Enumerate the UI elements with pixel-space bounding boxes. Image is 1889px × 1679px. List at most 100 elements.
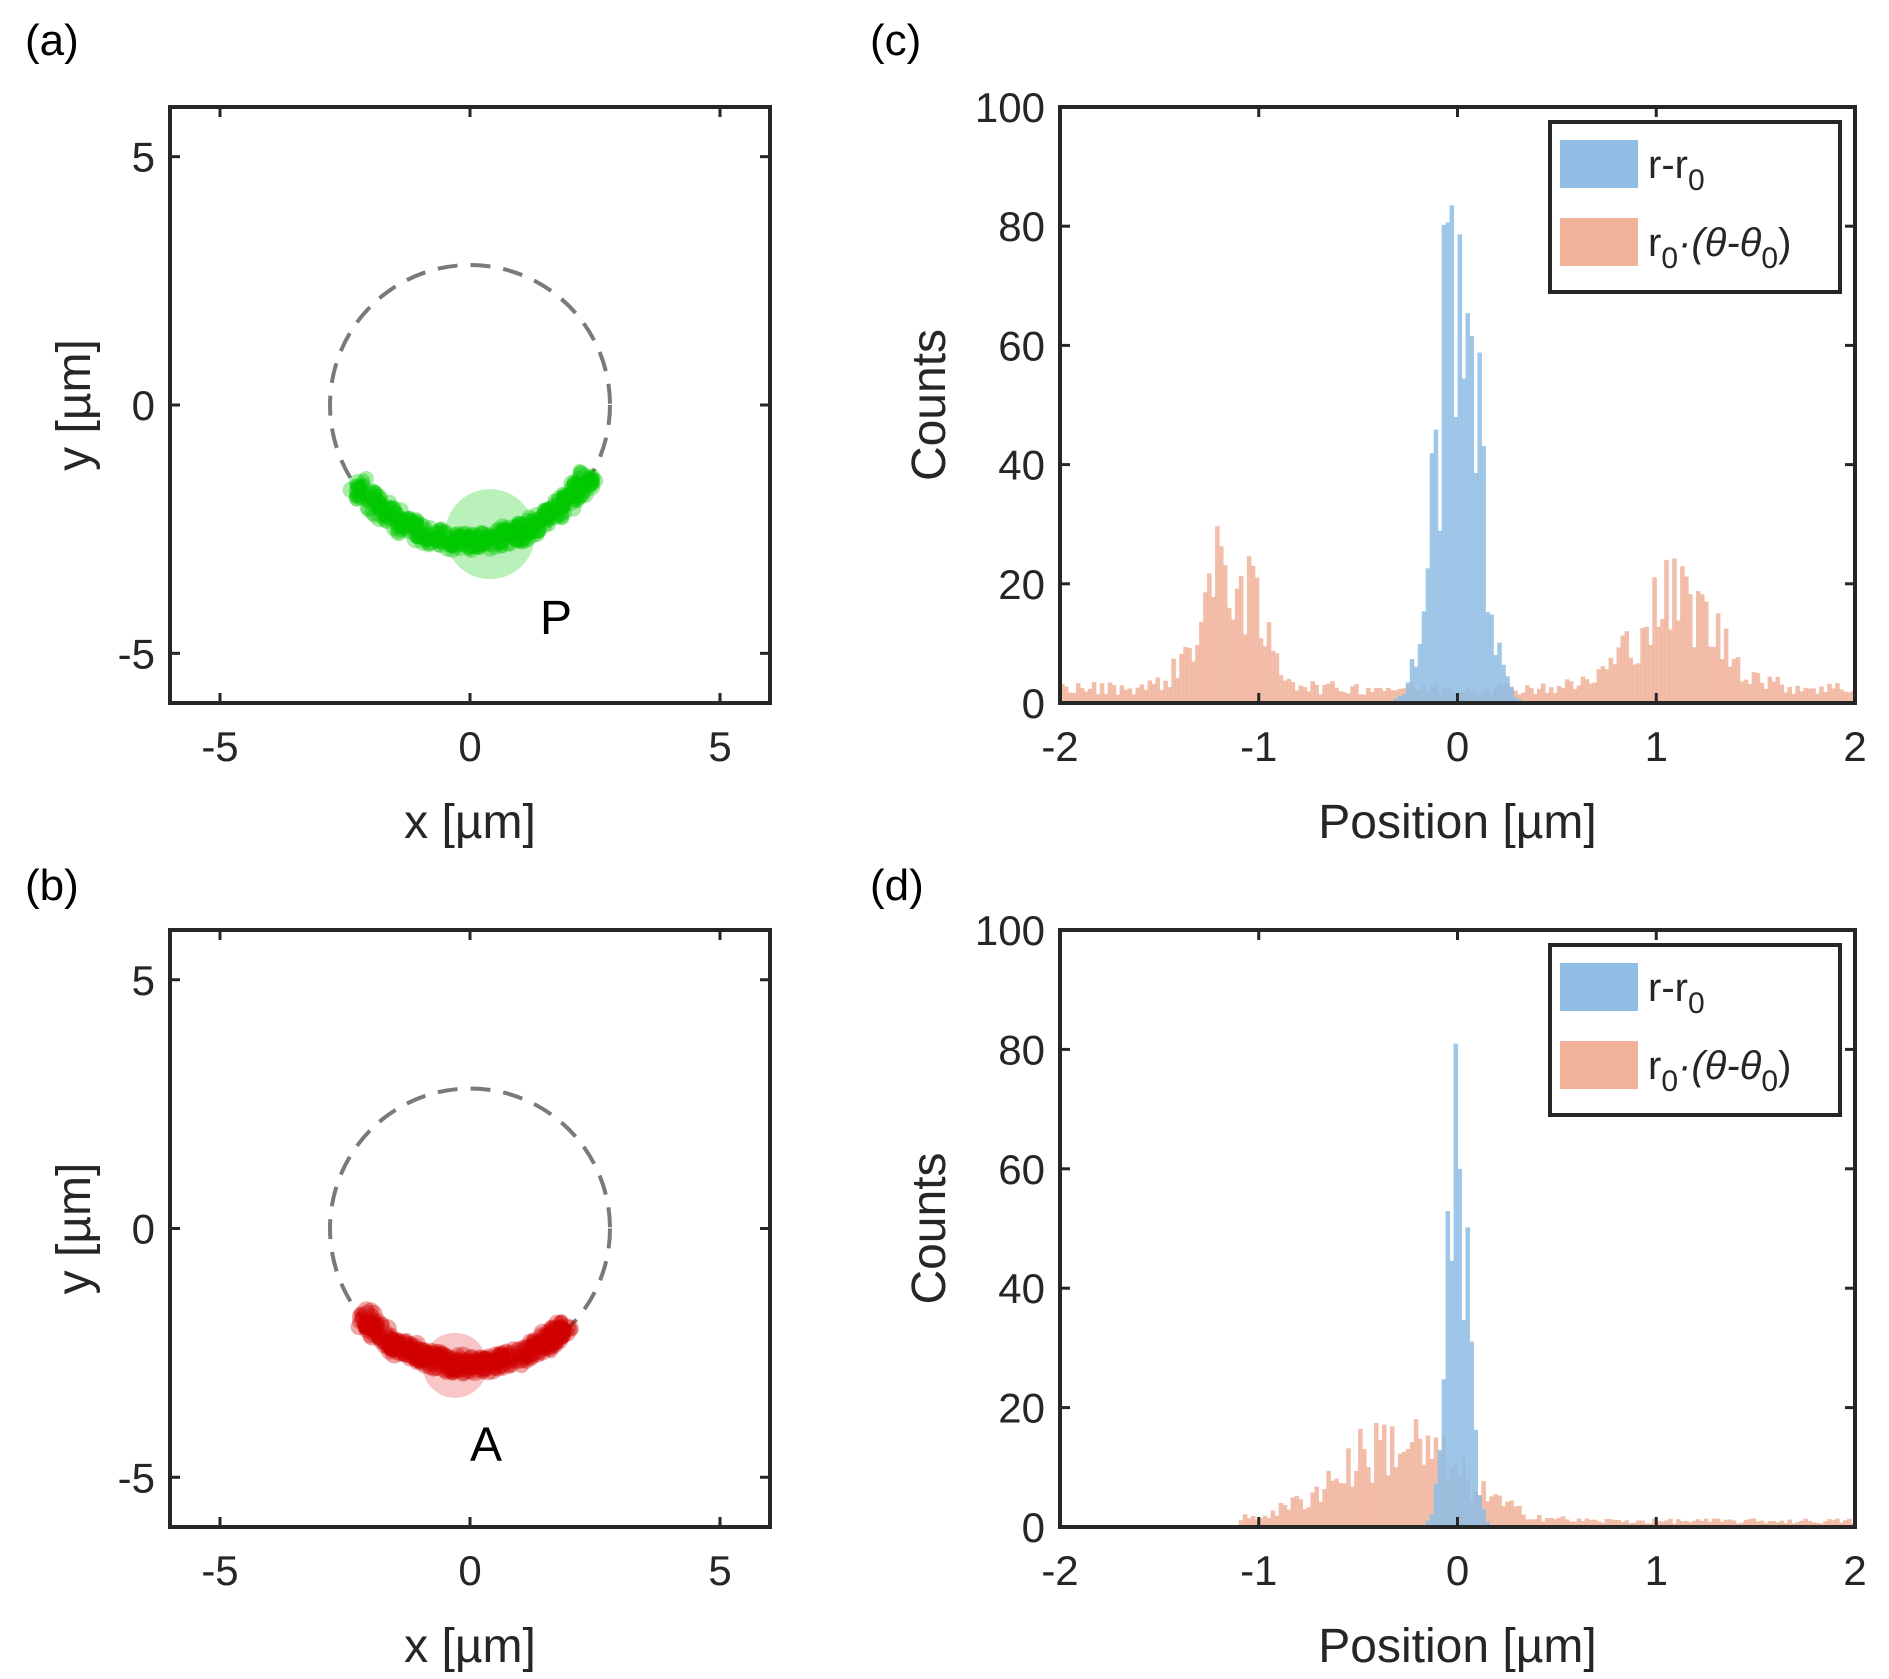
trajectory-point xyxy=(529,511,543,524)
trajectory-point xyxy=(515,1348,533,1366)
trajectory-point xyxy=(373,1316,390,1333)
histogram-bar xyxy=(1660,1521,1665,1527)
trajectory-point xyxy=(471,1352,486,1368)
trajectory-point xyxy=(476,1361,490,1376)
trajectory-point xyxy=(410,529,425,545)
histogram-bar xyxy=(1731,1520,1737,1527)
histogram-bar xyxy=(1803,1518,1808,1527)
trajectory-point xyxy=(502,522,520,540)
histogram-bar xyxy=(1481,1508,1486,1527)
panel-label: (a) xyxy=(25,16,79,65)
trajectory-point xyxy=(503,537,518,552)
trajectory-point xyxy=(397,1345,415,1364)
histogram-bar xyxy=(1350,1486,1355,1527)
histogram-bar xyxy=(1628,657,1633,703)
histogram-bar xyxy=(1723,628,1729,703)
trajectory-point xyxy=(418,1352,436,1370)
legend-label: r0·(θ-θ0) xyxy=(1648,1044,1791,1098)
trajectory-point xyxy=(432,524,448,540)
histogram-bar xyxy=(1560,1516,1566,1527)
histogram-bar xyxy=(1684,576,1689,703)
trajectory-point xyxy=(384,1327,399,1342)
trajectory-point xyxy=(363,1327,381,1346)
histogram-bar xyxy=(1755,672,1761,703)
trajectory-point xyxy=(533,1323,552,1342)
trajectory-point xyxy=(420,531,437,547)
trajectory-point xyxy=(484,1361,502,1380)
trajectory-point xyxy=(550,1327,566,1343)
trajectory-point xyxy=(392,511,407,527)
histogram-bar xyxy=(1258,1517,1264,1527)
trajectory-point xyxy=(351,1309,366,1323)
trajectory-point xyxy=(414,518,433,536)
trajectory-point xyxy=(400,510,418,528)
y-tick-label: 60 xyxy=(998,322,1045,369)
histogram-bar xyxy=(1195,644,1200,703)
trajectory-point xyxy=(522,1349,536,1363)
histogram-bar xyxy=(1393,1467,1399,1527)
trajectory-point xyxy=(441,1349,457,1365)
histogram-bar xyxy=(1318,1501,1323,1527)
trajectory-point xyxy=(426,1344,439,1358)
trajectory-point xyxy=(554,1327,572,1345)
trajectory-point xyxy=(549,1330,565,1346)
trajectory-point xyxy=(517,1350,530,1363)
histogram-bar xyxy=(1640,628,1645,703)
trajectory-point xyxy=(583,478,601,496)
trajectory-point xyxy=(488,1353,506,1371)
trajectory-point xyxy=(448,1365,463,1380)
trajectory-point xyxy=(549,1326,565,1342)
trajectory-point xyxy=(509,517,524,532)
trajectory-point xyxy=(389,523,408,542)
histogram-bar xyxy=(1326,683,1331,703)
trajectory-point xyxy=(367,494,382,510)
trajectory-point xyxy=(544,1320,560,1336)
trajectory-point xyxy=(561,487,578,504)
histogram-bar xyxy=(1378,688,1383,703)
trajectory-point xyxy=(451,540,468,557)
trajectory-point xyxy=(401,1342,415,1356)
trajectory-point xyxy=(540,500,558,518)
histogram-bar xyxy=(1779,684,1785,703)
histogram-bar xyxy=(1342,692,1347,703)
histogram-bar xyxy=(1354,684,1359,703)
histogram-bar xyxy=(1847,692,1852,703)
trajectory-point xyxy=(392,514,408,530)
histogram-bar xyxy=(1608,657,1614,703)
histogram-bar xyxy=(1600,666,1606,703)
trajectory-point xyxy=(461,536,480,554)
trajectory-point xyxy=(349,485,364,500)
trajectory-point xyxy=(393,516,410,533)
histogram-bar xyxy=(1672,558,1677,703)
x-tick-label: 0 xyxy=(1446,723,1469,770)
histogram-bar xyxy=(1795,1522,1800,1527)
trajectory-point xyxy=(400,523,415,537)
trajectory-point xyxy=(556,490,569,503)
trajectory-point xyxy=(492,1352,509,1369)
trajectory-point xyxy=(358,471,374,487)
histogram-bar xyxy=(1393,698,1399,703)
histogram-bar xyxy=(1449,1260,1455,1527)
trajectory-point xyxy=(372,496,389,513)
trajectory-point xyxy=(420,529,437,546)
histogram-bar xyxy=(1397,1453,1403,1527)
trajectory-point xyxy=(547,1334,564,1351)
trajectory-point xyxy=(464,1354,479,1369)
histogram-bar xyxy=(1107,682,1113,703)
trajectory-point xyxy=(408,1341,426,1359)
trajectory-point xyxy=(466,538,482,554)
trajectory-point xyxy=(526,1343,541,1357)
histogram-bar xyxy=(1079,687,1085,703)
trajectory-point xyxy=(536,502,551,517)
histogram-bar xyxy=(1604,669,1610,703)
histogram-bar xyxy=(1521,692,1526,703)
trajectory-point xyxy=(567,482,581,496)
trajectory-point xyxy=(516,1339,531,1353)
trajectory-point xyxy=(543,511,557,526)
trajectory-point xyxy=(541,1331,555,1345)
trajectory-point xyxy=(465,532,482,548)
trajectory-point xyxy=(474,1360,493,1379)
legend-text-part: 0 xyxy=(1661,242,1678,275)
trajectory-point xyxy=(441,1356,455,1369)
